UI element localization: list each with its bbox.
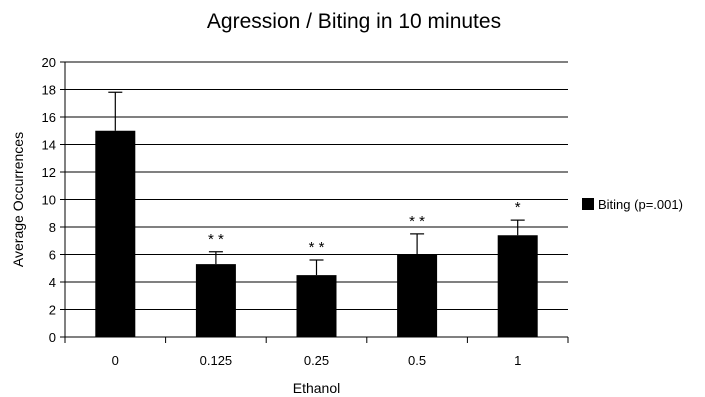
- bar: [497, 235, 538, 337]
- significance-marker: * *: [208, 231, 224, 248]
- legend: Biting (p=.001): [582, 197, 683, 212]
- y-tick-label: 12: [42, 165, 56, 180]
- error-bars: [108, 91, 525, 276]
- x-axis-ticks: 0 0.125 0.25 0.5 1: [64, 337, 569, 368]
- x-tick-label: 0.25: [304, 353, 329, 368]
- legend-swatch: [582, 198, 594, 210]
- x-tick-label: 0.5: [408, 353, 426, 368]
- y-tick-label: 0: [49, 330, 56, 345]
- y-tick-label: 10: [42, 193, 56, 208]
- y-tick-label: 14: [42, 138, 56, 153]
- bar: [195, 264, 236, 337]
- y-tick-label: 2: [49, 303, 56, 318]
- chart-title: Agression / Biting in 10 minutes: [207, 10, 501, 33]
- bars: [95, 130, 538, 337]
- x-tick-label: 0.125: [200, 353, 233, 368]
- bar: [397, 254, 438, 337]
- y-axis-label: Average Occurrences: [10, 132, 26, 267]
- x-tick-label: 1: [514, 353, 521, 368]
- y-axis-ticks: 0 2 4 6 8 10 12 14 16 18 20: [42, 55, 65, 345]
- y-tick-label: 18: [42, 83, 56, 98]
- y-tick-label: 4: [49, 275, 56, 290]
- significance-marker: * *: [309, 239, 325, 256]
- gridlines: [65, 61, 568, 310]
- significance-annotations: * * * * * * *: [208, 199, 521, 256]
- y-tick-label: 6: [49, 248, 56, 263]
- x-axis-label: Ethanol: [293, 380, 340, 396]
- y-tick-label: 16: [42, 110, 56, 125]
- significance-marker: * *: [409, 213, 425, 230]
- bar: [95, 130, 136, 337]
- legend-label: Biting (p=.001): [598, 197, 683, 212]
- y-tick-label: 20: [42, 55, 56, 70]
- y-tick-label: 8: [49, 220, 56, 235]
- x-tick-label: 0: [112, 353, 119, 368]
- significance-marker: *: [515, 199, 521, 216]
- bar: [296, 275, 337, 337]
